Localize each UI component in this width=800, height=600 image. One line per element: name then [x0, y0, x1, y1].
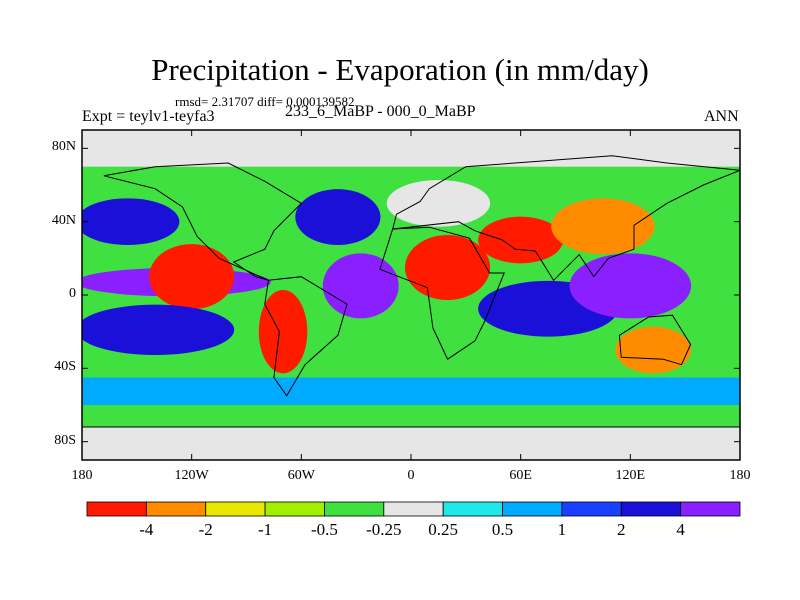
lat-label: 80N [51, 139, 76, 155]
lat-label: 40N [51, 212, 76, 228]
colorbar-label: -0.25 [366, 520, 402, 539]
coastline-3 [392, 155, 740, 282]
region-south-america-west [258, 290, 308, 374]
region-atlantic-itcz [322, 253, 399, 319]
colorbar-box [205, 501, 266, 517]
colorbar-box [561, 501, 622, 517]
colorbar-box [502, 501, 563, 517]
lon-label: 120E [615, 468, 646, 483]
lon-label: 180 [71, 468, 93, 483]
lon-label: 60E [509, 468, 532, 483]
lon-label: 60W [287, 468, 315, 483]
colorbar-box [86, 501, 147, 517]
region-arctic [82, 130, 740, 167]
colorbar-label: 0.5 [491, 520, 514, 539]
coastline-2 [379, 226, 505, 360]
colorbar-box [620, 501, 682, 517]
experiment-label: Expt = teylv1-teyfa3 [82, 108, 215, 125]
plot-subtitle: 233_6_MaBP - 000_0_MaBP [285, 103, 476, 120]
colorbar-label: 0.25 [428, 520, 459, 539]
colorbar-label: -4 [139, 520, 154, 539]
colorbar-label: 2 [617, 520, 626, 539]
region-middle-east-asia [478, 216, 564, 264]
lat-label: 0 [69, 286, 76, 301]
lon-label: 180 [729, 468, 751, 483]
colorbar-box [442, 501, 503, 517]
region-australia [615, 326, 692, 374]
colorbar-box [680, 501, 741, 517]
lon-label: 120W [174, 468, 209, 483]
plot-title: Precipitation - Evaporation (in mm/day) [151, 52, 649, 87]
region-south-pacific [82, 304, 235, 355]
region-asia-north [551, 198, 655, 255]
region-europe [386, 180, 491, 227]
colorbar-label: -0.5 [310, 520, 338, 539]
region-southern-ocean [82, 377, 740, 405]
region-africa [405, 235, 491, 300]
colorbar-label: -2 [198, 520, 213, 539]
lat-label: 40S [54, 359, 76, 375]
region-east-pacific-subtropics [149, 244, 235, 310]
colorbar-box [264, 501, 325, 517]
lon-label: 0 [407, 468, 415, 483]
coastline-4 [618, 314, 692, 366]
season-label: ANN [704, 108, 739, 125]
stats-text: rmsd= 2.31707 diff= 0.000139582 [175, 94, 355, 109]
colorbar-label: 4 [676, 520, 685, 539]
coastline-1 [264, 276, 348, 397]
region-north-pacific-storm-track [82, 198, 180, 245]
lat-label: 80S [54, 432, 76, 448]
field-layer [82, 130, 740, 460]
colorbar-box [145, 501, 207, 517]
region-north-atlantic [295, 189, 381, 245]
colorbar-label: -1 [257, 520, 273, 539]
coastline-0 [103, 162, 303, 281]
region-maritime-continent [569, 253, 692, 319]
colorbar-label: 1 [557, 520, 567, 539]
colorbar-box [383, 501, 444, 517]
colorbar-box [324, 501, 385, 517]
